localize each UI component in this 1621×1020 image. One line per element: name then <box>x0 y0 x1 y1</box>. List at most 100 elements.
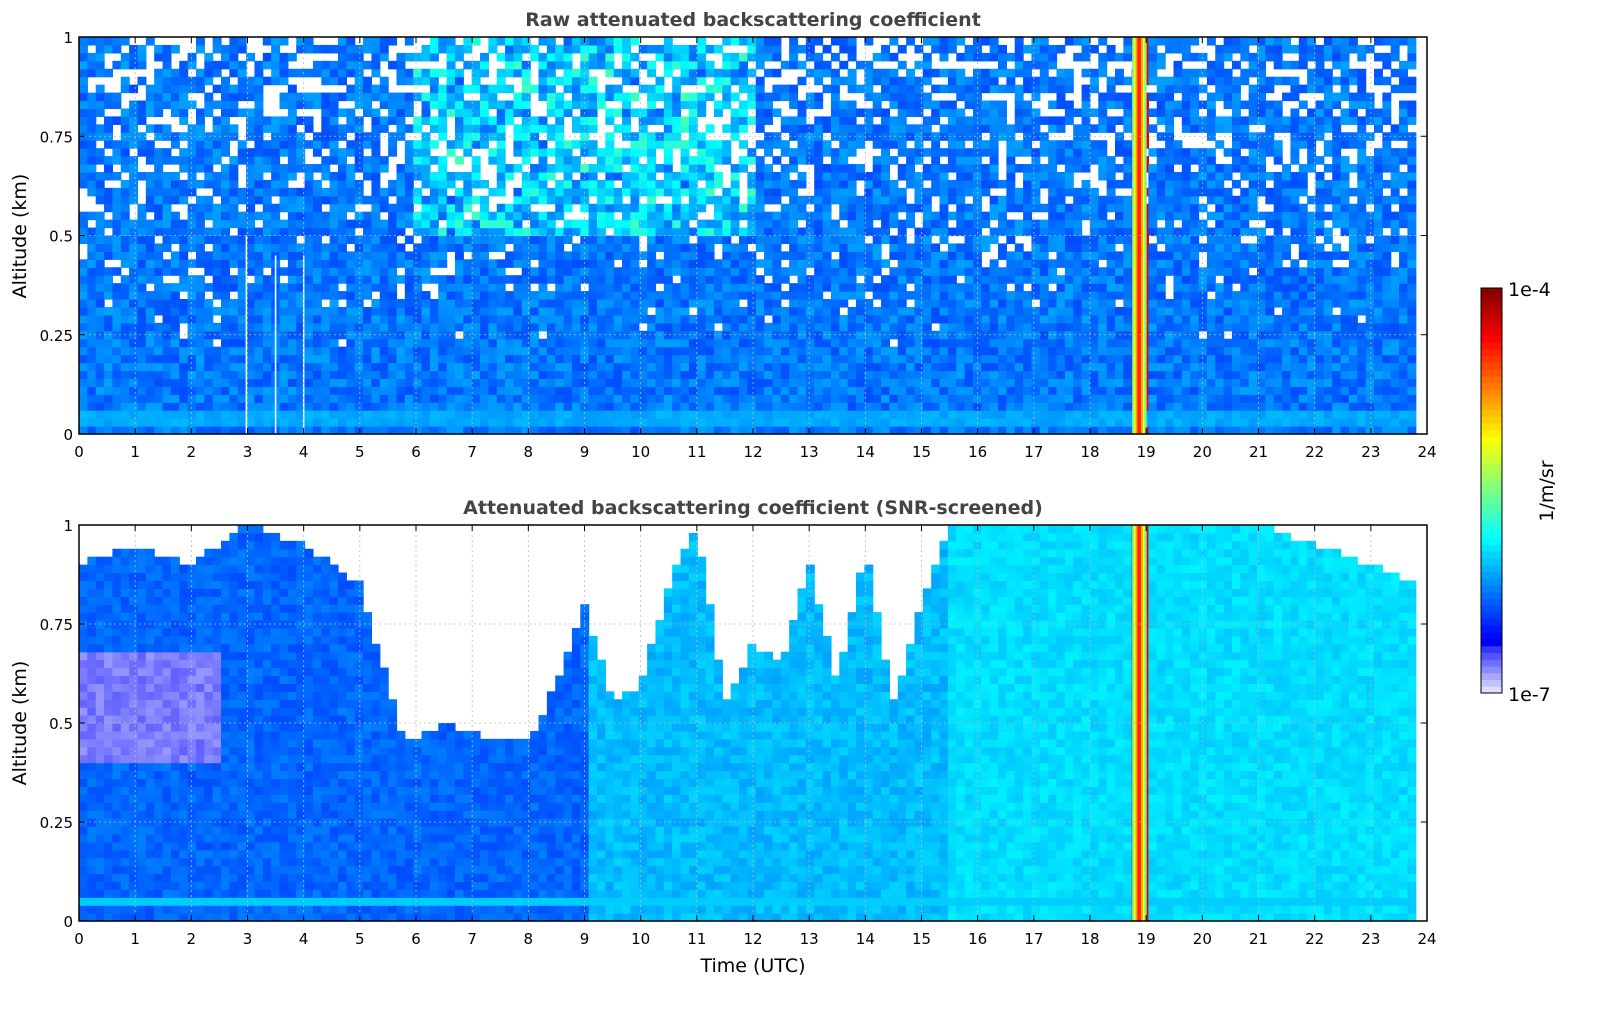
heatmap-cell <box>805 124 815 133</box>
heatmap-cell <box>104 219 114 229</box>
heatmap-cell <box>112 354 122 364</box>
heatmap-cell <box>830 84 840 94</box>
heatmap-cell <box>195 219 205 229</box>
heatmap-cell <box>588 148 598 157</box>
heatmap-cell <box>388 148 398 157</box>
heatmap-cell <box>95 314 105 324</box>
heatmap-cell <box>747 283 757 292</box>
heatmap-cell <box>496 211 506 221</box>
heatmap-cell <box>279 132 289 141</box>
heatmap-cell <box>1023 203 1033 213</box>
heatmap-cell <box>304 92 314 102</box>
heatmap-cell <box>145 243 155 252</box>
heatmap-cell <box>246 402 256 411</box>
heatmap-cell <box>79 299 88 308</box>
heatmap-cell <box>688 267 698 276</box>
heatmap-cell <box>597 243 606 252</box>
heatmap-cell <box>805 44 815 54</box>
heatmap-cell <box>421 211 431 221</box>
heatmap-cell <box>170 251 180 260</box>
heatmap-cell <box>145 108 155 117</box>
heatmap-cell <box>722 338 732 348</box>
heatmap-cell <box>814 362 824 372</box>
heatmap-cell <box>463 306 473 316</box>
heatmap-cell <box>538 291 548 300</box>
heatmap-cell <box>555 354 565 364</box>
heatmap-cell <box>805 394 815 403</box>
heatmap-cell <box>856 195 865 205</box>
heatmap-cell <box>221 84 230 94</box>
heatmap-cell <box>287 322 297 332</box>
heatmap-cell <box>513 275 523 284</box>
heatmap-cell <box>421 235 431 245</box>
heatmap-cell <box>830 346 840 356</box>
heatmap-cell <box>154 52 164 62</box>
heatmap-cell <box>521 156 531 165</box>
heatmap-cell <box>221 306 230 316</box>
heatmap-cell <box>630 314 640 324</box>
heatmap-cell <box>897 306 907 316</box>
heatmap-cell <box>730 37 740 46</box>
heatmap-cell <box>989 346 999 356</box>
heatmap-cell <box>713 267 723 276</box>
heatmap-cell <box>346 267 356 276</box>
heatmap-cell <box>630 219 640 229</box>
heatmap-cell <box>454 354 464 364</box>
heatmap-cell <box>279 203 289 213</box>
heatmap-cell <box>663 410 673 419</box>
heatmap-cell <box>338 378 347 387</box>
heatmap-cell <box>371 195 381 205</box>
heatmap-cell <box>663 44 673 54</box>
heatmap-cell <box>195 354 205 364</box>
heatmap-cell <box>972 171 982 181</box>
heatmap-cell <box>463 418 473 427</box>
heatmap-cell <box>229 68 239 78</box>
heatmap-cell <box>839 362 849 372</box>
heatmap-cell <box>998 410 1007 419</box>
heatmap-cell <box>246 52 256 62</box>
heatmap-cell <box>262 322 272 332</box>
heatmap-cell <box>630 426 640 435</box>
heatmap-cell <box>998 84 1007 94</box>
heatmap-cell <box>964 426 974 435</box>
heatmap-cell <box>989 299 999 308</box>
heatmap-cell <box>530 187 540 197</box>
heatmap-cell <box>154 68 164 78</box>
heatmap-cell <box>521 148 531 157</box>
heatmap-cell <box>129 330 139 340</box>
heatmap-cell <box>647 68 657 78</box>
heatmap-cell <box>513 44 523 54</box>
heatmap-cell <box>972 195 982 205</box>
heatmap-cell <box>145 140 155 149</box>
heatmap-cell <box>647 314 657 324</box>
heatmap-cell <box>79 394 88 403</box>
heatmap-cell <box>789 410 799 419</box>
heatmap-cell <box>713 84 723 94</box>
heatmap-cell <box>246 283 256 292</box>
heatmap-cell <box>287 267 297 276</box>
heatmap-cell <box>613 283 623 292</box>
heatmap-cell <box>830 124 840 133</box>
heatmap-cell <box>87 330 97 340</box>
heatmap-cell <box>847 410 857 419</box>
heatmap-cell <box>713 370 723 380</box>
heatmap-cell <box>1056 370 1066 380</box>
heatmap-cell <box>597 156 606 165</box>
heatmap-cell <box>739 108 748 117</box>
heatmap-cell <box>254 179 264 189</box>
heatmap-cell <box>647 100 657 110</box>
heatmap-cell <box>363 132 373 141</box>
heatmap-cell <box>931 211 941 221</box>
heatmap-cell <box>438 386 448 395</box>
heatmap-cell <box>129 394 139 403</box>
heatmap-cell <box>713 76 723 86</box>
heatmap-cell <box>438 370 448 380</box>
heatmap-cell <box>605 156 615 165</box>
heatmap-cell <box>847 116 857 125</box>
heatmap-cell <box>722 37 732 46</box>
heatmap-cell <box>413 267 423 276</box>
heatmap-cell <box>388 330 398 340</box>
heatmap-cell <box>296 100 306 110</box>
heatmap-cell <box>112 338 122 348</box>
heatmap-cell <box>730 291 740 300</box>
